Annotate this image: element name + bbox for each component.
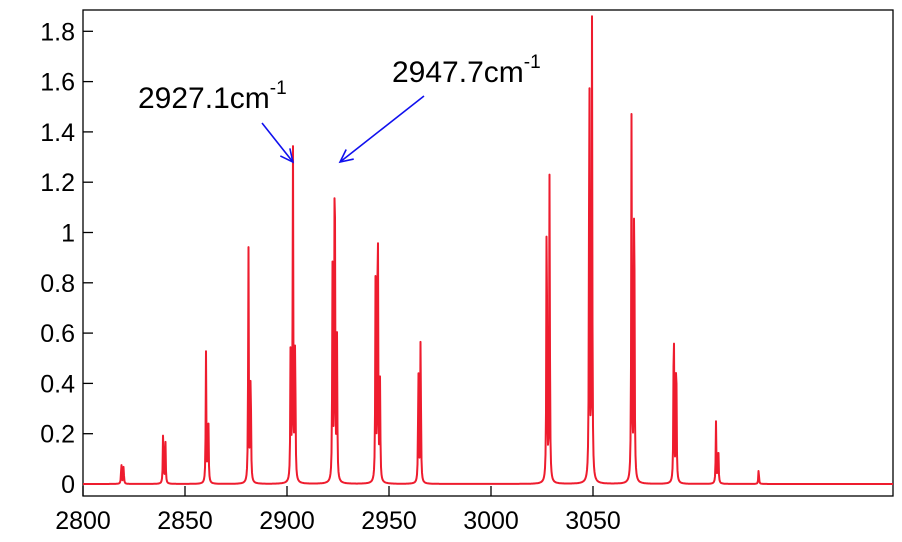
x-tick-label: 2800 bbox=[55, 507, 111, 535]
y-tick-label: 0.2 bbox=[40, 421, 75, 449]
spectrum-series-line bbox=[82, 15, 894, 485]
x-tick-label: 3050 bbox=[565, 507, 621, 535]
annotation-2: 2947.7cm-1 bbox=[338, 52, 541, 164]
x-tick-label: 2900 bbox=[259, 507, 315, 535]
y-tick-label: 0.8 bbox=[40, 270, 75, 298]
y-tick-label: 1.6 bbox=[40, 69, 75, 97]
annotation-1-label: 2927.1cm-1 bbox=[138, 78, 287, 115]
annotation-1-arrowhead bbox=[279, 148, 295, 164]
x-tick-label: 2950 bbox=[361, 507, 417, 535]
annotation-2-arrowhead bbox=[338, 149, 354, 164]
y-tick-label: 0.6 bbox=[40, 320, 75, 348]
y-tick-label: 1.8 bbox=[40, 18, 75, 46]
y-tick-label: 1.2 bbox=[40, 169, 75, 197]
y-tick-label: 0 bbox=[61, 471, 75, 499]
annotation-2-arrow bbox=[339, 95, 425, 163]
x-tick-label: 2850 bbox=[157, 507, 213, 535]
annotation-2-label: 2947.7cm-1 bbox=[392, 52, 541, 89]
plot-frame bbox=[82, 9, 894, 497]
annotation-1-arrow bbox=[261, 122, 294, 163]
y-tick-label: 0.4 bbox=[40, 370, 75, 398]
x-axis: 2800 2850 2900 2950 3000 3050 bbox=[55, 486, 621, 535]
y-tick-label: 1 bbox=[61, 220, 75, 248]
y-axis: 0 0.2 0.4 0.6 0.8 1 1.2 1.4 1.6 1.8 bbox=[40, 18, 93, 499]
y-tick-label: 1.4 bbox=[40, 119, 75, 147]
annotation-1: 2927.1cm-1 bbox=[138, 78, 295, 164]
x-tick-label: 3000 bbox=[463, 507, 519, 535]
